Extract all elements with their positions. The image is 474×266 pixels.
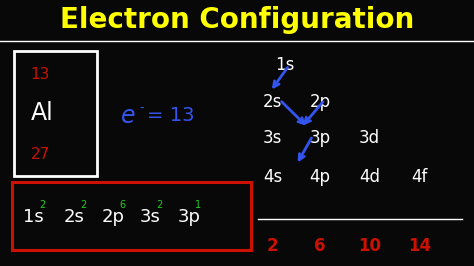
Text: 2p: 2p — [310, 93, 330, 111]
Text: 3p: 3p — [178, 208, 201, 226]
Text: 3s: 3s — [263, 129, 282, 147]
Text: 10: 10 — [358, 237, 381, 255]
Text: -: - — [140, 101, 144, 114]
Text: 6: 6 — [119, 200, 126, 210]
Text: 2: 2 — [80, 200, 86, 210]
Text: 14: 14 — [408, 237, 431, 255]
Bar — [14, 51, 97, 176]
Text: Electron Configuration: Electron Configuration — [60, 6, 414, 34]
Text: 3d: 3d — [359, 129, 380, 147]
Text: 3p: 3p — [310, 129, 330, 147]
Text: e: e — [121, 104, 136, 128]
Bar — [12, 182, 251, 250]
Text: 2: 2 — [39, 200, 45, 210]
Text: 2s: 2s — [64, 208, 85, 226]
Text: Al: Al — [31, 101, 54, 125]
Text: 4s: 4s — [263, 168, 282, 186]
Text: 4d: 4d — [359, 168, 380, 186]
Text: 1s: 1s — [275, 56, 294, 74]
Text: 4p: 4p — [310, 168, 330, 186]
Text: 4f: 4f — [411, 168, 428, 186]
Text: 2p: 2p — [102, 208, 125, 226]
Text: 2: 2 — [156, 200, 162, 210]
Text: 6: 6 — [314, 237, 326, 255]
Text: 1: 1 — [195, 200, 201, 210]
Text: 1s: 1s — [23, 208, 44, 226]
Text: 2: 2 — [267, 237, 278, 255]
Text: 2s: 2s — [263, 93, 282, 111]
Text: 3s: 3s — [140, 208, 161, 226]
Text: 13: 13 — [31, 67, 50, 82]
Text: = 13: = 13 — [147, 106, 194, 125]
Text: 27: 27 — [31, 147, 50, 162]
